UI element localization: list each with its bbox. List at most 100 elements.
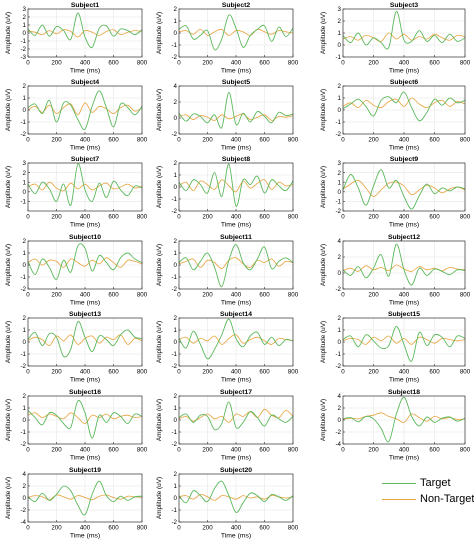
y-axis-label: Amplitude (uV) xyxy=(5,12,12,54)
y-tick-label: 3 xyxy=(23,160,27,167)
x-tick-label: 400 xyxy=(80,60,91,67)
y-tick-label: 1 xyxy=(23,95,27,102)
y-tick-label: 2 xyxy=(23,170,27,177)
x-tick-label: 800 xyxy=(137,214,148,221)
x-axis-label: Time (ms) xyxy=(70,377,100,384)
y-tick-label: 1 xyxy=(174,483,178,490)
y-tick-label: 0 xyxy=(23,189,27,196)
subplot-title: Subject15 xyxy=(388,311,420,318)
x-tick-label: 0 xyxy=(26,214,30,221)
series-target-line xyxy=(27,12,143,49)
x-tick-label: 400 xyxy=(231,292,242,299)
y-tick-label: 2 xyxy=(174,238,178,245)
x-tick-label: 800 xyxy=(288,447,299,454)
x-tick-label: 200 xyxy=(51,369,62,376)
y-tick-label: 2 xyxy=(23,83,27,90)
x-tick-label: 800 xyxy=(137,292,148,299)
y-tick-label: -1 xyxy=(335,54,341,61)
x-tick-label: 600 xyxy=(259,447,270,454)
y-tick-label: -4 xyxy=(335,441,341,448)
x-tick-label: 800 xyxy=(288,369,299,376)
x-tick-label: 800 xyxy=(460,60,471,67)
y-axis-label: Amplitude (uV) xyxy=(5,166,12,208)
series-non-target-line xyxy=(342,32,466,42)
y-tick-label: -2 xyxy=(20,441,26,448)
series-non-target-line xyxy=(27,412,143,424)
x-tick-label: 400 xyxy=(231,525,242,532)
x-axis-label: Time (ms) xyxy=(389,68,419,75)
subplot-title: Subject3 xyxy=(390,2,419,9)
y-tick-label: 2 xyxy=(174,160,178,167)
x-tick-label: 0 xyxy=(177,292,181,299)
y-tick-label: 1 xyxy=(174,18,178,25)
y-tick-label: -1 xyxy=(171,274,177,281)
y-axis-label: Amplitude (uV) xyxy=(156,12,163,54)
x-tick-label: 400 xyxy=(399,60,410,67)
series-target-line xyxy=(178,401,294,431)
x-tick-label: 0 xyxy=(341,60,345,67)
subplot-title: Subject7 xyxy=(71,156,100,163)
x-tick-label: 200 xyxy=(51,292,62,299)
x-tick-label: 800 xyxy=(288,137,299,144)
x-tick-label: 600 xyxy=(429,60,440,67)
x-tick-label: 200 xyxy=(51,137,62,144)
y-tick-label: -1 xyxy=(171,196,177,203)
x-tick-label: 200 xyxy=(368,447,379,454)
x-tick-label: 0 xyxy=(26,369,30,376)
x-tick-label: 200 xyxy=(368,137,379,144)
y-tick-label: 2 xyxy=(338,170,342,177)
series-non-target-line xyxy=(27,102,143,116)
x-tick-label: 200 xyxy=(202,214,213,221)
x-tick-label: 200 xyxy=(51,60,62,67)
subplot-title: Subject1 xyxy=(71,2,100,9)
y-tick-label: -3 xyxy=(20,54,26,61)
x-axis-label: Time (ms) xyxy=(389,145,419,152)
y-tick-label: 1 xyxy=(23,250,27,257)
y-tick-label: 0 xyxy=(174,30,178,37)
series-target-line xyxy=(178,318,294,360)
x-tick-label: 600 xyxy=(429,137,440,144)
y-tick-label: 4 xyxy=(174,83,178,90)
x-tick-label: 600 xyxy=(259,292,270,299)
series-target-line xyxy=(178,244,294,288)
y-tick-label: 2 xyxy=(23,238,27,245)
x-tick-label: 400 xyxy=(231,447,242,454)
x-axis-label: Time (ms) xyxy=(221,455,251,462)
x-tick-label: 800 xyxy=(137,60,148,67)
series-non-target-line xyxy=(27,494,143,501)
subplot-17: 0 200 400 600 800 -2 -1 0 1 2 Subject17 Time (ms) Am… xyxy=(156,389,299,462)
legend-label-non-target: Non-Target xyxy=(420,493,474,505)
x-axis-label: Time (ms) xyxy=(389,222,419,229)
series-target-line xyxy=(178,480,294,513)
y-axis-label: Amplitude (uV) xyxy=(5,89,12,131)
y-tick-label: -2 xyxy=(171,54,177,61)
series-target-line xyxy=(178,163,294,207)
series-non-target-line xyxy=(342,412,466,423)
y-tick-label: -4 xyxy=(20,519,26,526)
series-target-line xyxy=(342,169,466,210)
x-tick-label: 400 xyxy=(399,369,410,376)
y-tick-label: -2 xyxy=(20,131,26,138)
y-tick-label: 0 xyxy=(174,115,178,122)
x-tick-label: 0 xyxy=(26,60,30,67)
series-target-line xyxy=(342,243,466,286)
x-tick-label: 800 xyxy=(288,292,299,299)
x-axis-label: Time (ms) xyxy=(221,377,251,384)
x-tick-label: 600 xyxy=(259,525,270,532)
x-tick-label: 0 xyxy=(177,60,181,67)
x-axis-label: Time (ms) xyxy=(70,145,100,152)
x-axis-label: Time (ms) xyxy=(70,533,100,540)
y-tick-label: 0 xyxy=(23,107,27,114)
y-tick-label: 1 xyxy=(174,327,178,334)
subplot-8: 0 200 400 600 800 -2 -1 0 1 2 Subject8 Time (ms) Amp… xyxy=(156,156,299,229)
x-axis-label: Time (ms) xyxy=(221,68,251,75)
x-tick-label: 200 xyxy=(368,214,379,221)
x-tick-label: 400 xyxy=(399,447,410,454)
x-tick-label: 200 xyxy=(51,214,62,221)
x-tick-label: 0 xyxy=(26,137,30,144)
x-tick-label: 600 xyxy=(108,369,119,376)
x-axis-label: Time (ms) xyxy=(70,222,100,229)
y-axis-label: Amplitude (uV) xyxy=(320,399,327,441)
x-tick-label: 200 xyxy=(202,292,213,299)
